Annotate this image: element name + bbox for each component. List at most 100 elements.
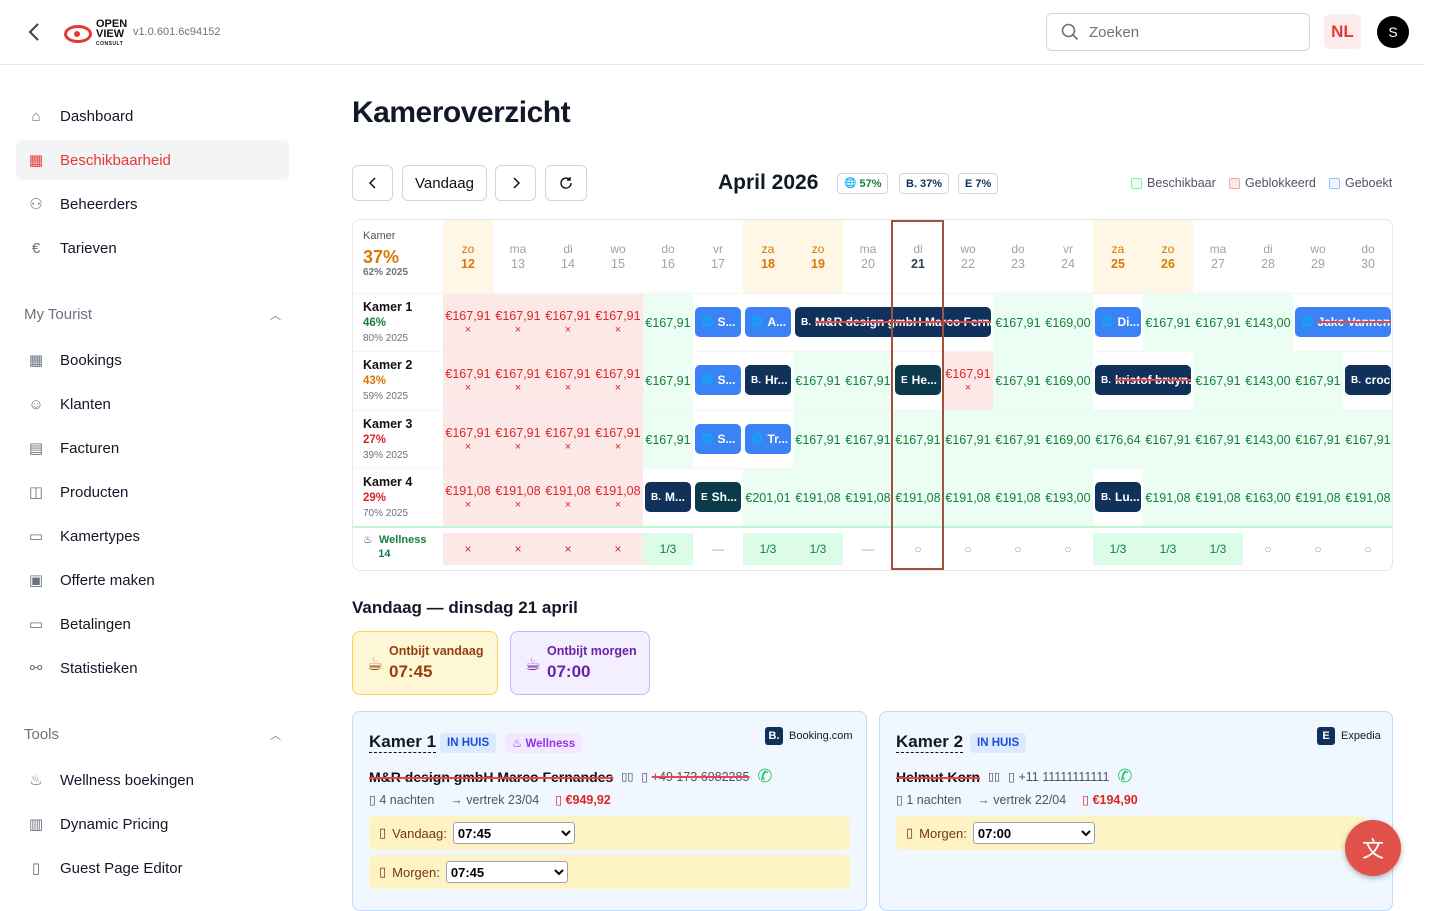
sidebar-item-facturen[interactable]: ▤ Facturen xyxy=(16,428,289,468)
available-cell[interactable]: €167,91 xyxy=(1293,411,1343,469)
available-cell[interactable]: €169,00 xyxy=(1043,294,1093,352)
sidebar-item-bookings[interactable]: ▦ Bookings xyxy=(16,340,289,380)
available-cell[interactable]: €191,08 xyxy=(843,469,893,527)
next-month-button[interactable] xyxy=(495,165,536,201)
room-label[interactable]: Kamer 4 29% 70% 2025 xyxy=(363,475,413,519)
booking-block[interactable]: 🌐 S... xyxy=(695,307,741,337)
available-cell[interactable]: €167,91 xyxy=(1293,352,1343,410)
available-cell[interactable]: €167,91 xyxy=(1143,294,1193,352)
sidebar-item-producten[interactable]: ◫ Producten xyxy=(16,472,289,512)
wellness-cell[interactable]: ○ xyxy=(1314,542,1322,556)
booking-block[interactable]: 🌐 S... xyxy=(695,424,741,454)
sidebar-item-guest-page-editor[interactable]: ▯ Guest Page Editor xyxy=(16,848,289,888)
wellness-cell[interactable]: ○ xyxy=(1264,542,1272,556)
sidebar-item-wellness-boekingen[interactable]: ♨ Wellness boekingen xyxy=(16,760,289,800)
whatsapp-icon[interactable]: ✆ xyxy=(757,766,773,786)
available-cell[interactable]: €167,91 xyxy=(1143,411,1193,469)
available-cell[interactable]: €167,91 xyxy=(643,352,693,410)
breakfast-time-select[interactable]: 07:45 xyxy=(452,822,575,844)
booking-block[interactable]: 🌐 A... xyxy=(745,307,791,337)
available-cell[interactable]: €167,91 xyxy=(1193,352,1243,410)
available-cell[interactable]: €167,91 xyxy=(993,294,1043,352)
wellness-cell[interactable]: ○ xyxy=(914,542,922,556)
available-cell[interactable]: €169,00 xyxy=(1043,352,1093,410)
blocked-cell[interactable]: €167,91 × xyxy=(443,352,493,410)
sidebar-item-tarieven[interactable]: € Tarieven xyxy=(16,228,289,268)
blocked-cell[interactable]: €167,91 × xyxy=(543,294,593,352)
booking-block[interactable]: 🌐Jake Vannen... xyxy=(1295,307,1391,337)
booking-block[interactable]: 🌐 Di... xyxy=(1095,307,1141,337)
blocked-cell[interactable]: €167,91 × xyxy=(593,352,643,410)
room-name[interactable]: Kamer 2 xyxy=(896,732,964,753)
available-cell[interactable]: €191,08 xyxy=(943,469,993,527)
blocked-cell[interactable]: €167,91 × xyxy=(943,352,993,410)
booking-block[interactable]: B. Hr... xyxy=(745,365,791,395)
blocked-cell[interactable]: €191,08 × xyxy=(543,469,593,527)
available-cell[interactable]: €143,00 xyxy=(1243,411,1293,469)
wellness-cell[interactable]: 1/3 xyxy=(793,533,843,565)
sidebar-item-dynamic-pricing[interactable]: ▥ Dynamic Pricing xyxy=(16,804,289,844)
available-cell[interactable]: €167,91 xyxy=(1343,411,1392,469)
wellness-cell[interactable]: × xyxy=(543,533,593,565)
wellness-cell[interactable]: 1/3 xyxy=(1193,533,1243,565)
blocked-cell[interactable]: €191,08 × xyxy=(593,469,643,527)
available-cell[interactable]: €167,91 xyxy=(943,411,993,469)
available-cell[interactable]: €143,00 xyxy=(1243,294,1293,352)
booking-block[interactable]: B.croch xyxy=(1345,365,1391,395)
phone-number[interactable]: ▯ +49 173 6982285 xyxy=(641,770,750,784)
blocked-cell[interactable]: €167,91 × xyxy=(543,352,593,410)
section-my-tourist[interactable]: My Tourist ︿ xyxy=(24,306,281,323)
blocked-cell[interactable]: €167,91 × xyxy=(443,411,493,469)
available-cell[interactable]: €191,08 xyxy=(1343,469,1392,527)
available-cell[interactable]: €176,64 xyxy=(1093,411,1143,469)
available-cell[interactable]: €167,91 xyxy=(643,411,693,469)
guest-name[interactable]: Helmut Korn xyxy=(896,768,980,785)
booking-block[interactable]: B. kristof bruyn... xyxy=(1095,365,1191,395)
wellness-cell[interactable]: × xyxy=(493,533,543,565)
blocked-cell[interactable]: €167,91 × xyxy=(493,352,543,410)
blocked-cell[interactable]: €191,08 × xyxy=(493,469,543,527)
available-cell[interactable]: €167,91 xyxy=(1193,294,1243,352)
breakfast-time-select[interactable]: 07:45 xyxy=(445,861,568,883)
booking-block[interactable]: E Sh... xyxy=(695,482,741,512)
room-label[interactable]: Kamer 3 27% 39% 2025 xyxy=(363,417,413,461)
sidebar-item-dashboard[interactable]: ⌂ Dashboard xyxy=(16,96,289,136)
blocked-cell[interactable]: €167,91 × xyxy=(493,294,543,352)
translate-icon[interactable]: 文 xyxy=(1345,820,1401,876)
available-cell[interactable]: €169,00 xyxy=(1043,411,1093,469)
available-cell[interactable]: €167,91 xyxy=(993,352,1043,410)
sidebar-item-offerte-maken[interactable]: ▣ Offerte maken xyxy=(16,560,289,600)
phone-number[interactable]: ▯ +11 11111111111 xyxy=(1008,770,1110,784)
available-cell[interactable]: €143,00 xyxy=(1243,352,1293,410)
wellness-cell[interactable]: — xyxy=(712,542,724,556)
breakfast-time-select[interactable]: 07:00 xyxy=(972,822,1095,844)
wellness-cell[interactable]: ○ xyxy=(964,542,972,556)
available-cell[interactable]: €163,00 xyxy=(1243,469,1293,527)
available-cell[interactable]: €167,91 xyxy=(1193,411,1243,469)
available-cell[interactable]: €167,91 xyxy=(843,352,893,410)
available-cell[interactable]: €167,91 xyxy=(793,352,843,410)
search-box[interactable] xyxy=(1046,13,1310,51)
available-cell[interactable]: €193,00 xyxy=(1043,469,1093,527)
wellness-cell[interactable]: × xyxy=(593,533,643,565)
booking-block[interactable]: 🌐 Tr... xyxy=(745,424,791,454)
avatar[interactable]: S xyxy=(1377,16,1409,48)
room-card-1[interactable]: Kamer 1 IN HUIS ♨ Wellness B. Booking.com… xyxy=(352,711,867,911)
available-cell[interactable]: €201,01 xyxy=(743,469,793,527)
available-cell[interactable]: €191,08 xyxy=(793,469,843,527)
logo[interactable]: OPEN VIEW CONSULT xyxy=(64,19,127,49)
sidebar-item-klanten[interactable]: ☺ Klanten xyxy=(16,384,289,424)
chevron-up-icon[interactable]: ︿ xyxy=(270,309,281,322)
language-button[interactable]: NL xyxy=(1324,14,1361,49)
available-cell[interactable]: €191,08 xyxy=(1293,469,1343,527)
booking-block[interactable]: E He... xyxy=(895,365,941,395)
available-cell[interactable]: €191,08 xyxy=(1143,469,1193,527)
room-label[interactable]: Kamer 2 43% 59% 2025 xyxy=(363,358,413,402)
guest-name[interactable]: M&R design gmbH Marco Fernandes xyxy=(369,768,614,785)
available-cell[interactable]: €167,91 xyxy=(843,411,893,469)
wellness-cell[interactable]: — xyxy=(862,542,874,556)
room-label[interactable]: Kamer 1 46% 80% 2025 xyxy=(363,300,413,344)
sidebar-item-statistieken[interactable]: ⚯ Statistieken xyxy=(16,648,289,688)
wellness-cell[interactable]: 1/3 xyxy=(1143,533,1193,565)
available-cell[interactable]: €191,08 xyxy=(1193,469,1243,527)
